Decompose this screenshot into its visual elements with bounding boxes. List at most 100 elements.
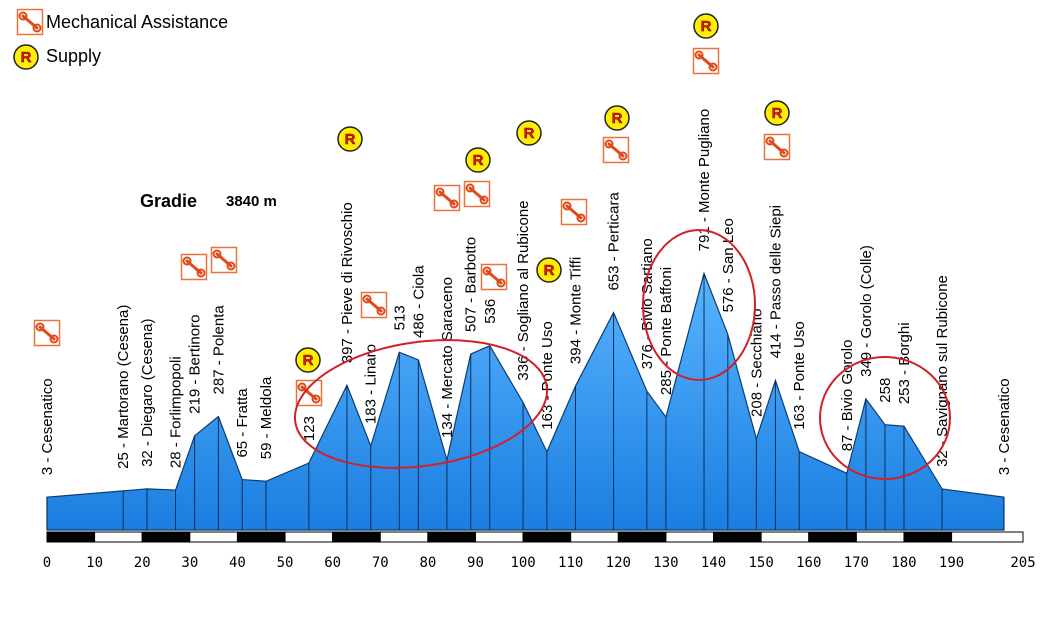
waypoint-label: 486 - Ciola	[410, 265, 427, 338]
highlight-circle	[293, 339, 549, 469]
icon-wrench	[618, 151, 628, 161]
icon-wrench	[376, 306, 386, 316]
waypoint-label: 414 - Passo delle Siepi	[767, 205, 784, 358]
waypoint-label: 163 - Ponte Uso	[539, 321, 556, 429]
waypoint-label: 394 - Monte Tiffi	[567, 257, 584, 364]
axis-segment	[94, 531, 143, 543]
icon-wrench	[765, 136, 775, 146]
waypoint-label: 397 - Pieve di Rivoschio	[339, 202, 356, 363]
icon-wrench	[182, 256, 192, 266]
mechanical-icon	[480, 263, 508, 291]
axis-segment	[760, 531, 810, 543]
supply-icon	[604, 105, 630, 131]
waypoint-label: 3 - Cesenatico	[996, 378, 1013, 475]
icon-wrench	[311, 394, 321, 404]
waypoint-label: 336 - Sogliano al Rubicone	[515, 200, 532, 380]
waypoint-label: 32 - Diegaro (Cesena)	[139, 319, 156, 467]
supply-icon-text: R	[345, 131, 356, 148]
supply-icon-text: R	[524, 125, 535, 142]
icon-wrench	[479, 195, 489, 205]
icon-wrench	[18, 11, 28, 21]
x-tick-label: 110	[558, 555, 583, 571]
axis-segment	[808, 531, 857, 543]
supply-icon	[764, 100, 790, 126]
axis-segment	[236, 531, 286, 543]
supply-icon-text: R	[701, 18, 712, 35]
axis-segment	[903, 531, 953, 543]
icon-wrench	[576, 213, 586, 223]
icon-wrench	[362, 294, 372, 304]
mechanical-icon	[560, 198, 588, 226]
icon-wrench	[496, 278, 506, 288]
supply-icon	[295, 347, 321, 373]
supply-icon	[693, 13, 719, 39]
annotations	[293, 229, 951, 480]
icons: R R R R R R R R R	[13, 8, 791, 407]
axis-segment	[855, 531, 905, 543]
x-tick-label: 80	[419, 555, 436, 571]
waypoint-label: 791 - Monte Pugliano	[696, 109, 713, 252]
waypoint-label: 536	[482, 299, 499, 324]
x-tick-label: 190	[939, 555, 964, 571]
x-tick-label: 150	[748, 555, 773, 571]
supply-icon-text: R	[303, 352, 314, 369]
mechanical-icon	[692, 47, 720, 75]
waypoint-label: 258	[877, 378, 894, 403]
supply-icon	[13, 44, 39, 70]
x-tick-label: 50	[277, 555, 294, 571]
x-tick-label: 30	[181, 555, 198, 571]
icon-wrench	[708, 62, 718, 72]
waypoint-label: 163 - Ponte Uso	[791, 321, 808, 429]
waypoint-label: 59 - Meldola	[258, 376, 275, 459]
axis-segment	[141, 531, 191, 543]
waypoint-label: 349 - Gorolo (Colle)	[858, 245, 875, 377]
x-tick-label: 20	[134, 555, 151, 571]
axis-segment	[332, 531, 381, 543]
profile: 3 - Cesenatico 25 - Martorano (Cesena) 32 …	[39, 109, 1013, 531]
x-tick-label: 130	[653, 555, 678, 571]
x-tick-label: 40	[229, 555, 246, 571]
axis-segment	[379, 531, 429, 543]
icon-wrench	[49, 334, 59, 344]
x-tick-label: 70	[372, 555, 389, 571]
waypoint-label: 219 - Bertinoro	[187, 315, 204, 414]
icon-wrench	[694, 50, 704, 60]
x-tick-label: 60	[324, 555, 341, 571]
x-tick-label: 100	[510, 555, 535, 571]
supply-icon-text: R	[544, 262, 555, 279]
mechanical-icon	[433, 184, 461, 212]
x-tick-label: 90	[467, 555, 484, 571]
icon-wrench	[196, 268, 206, 278]
mechanical-icon	[360, 291, 388, 319]
icon-wrench	[435, 187, 445, 197]
supply-icon-text: R	[612, 110, 623, 127]
mechanical-icon	[33, 319, 61, 347]
x-tick-label: 170	[844, 555, 869, 571]
icon-wrench	[35, 322, 45, 332]
elevation-area	[46, 271, 1005, 531]
axis-segment	[951, 531, 1024, 543]
axis-segment	[522, 531, 572, 543]
icon-wrench	[465, 183, 475, 193]
waypoint-label: 253 - Borghi	[896, 322, 913, 404]
waypoint-label: 507 - Barbotto	[463, 237, 480, 332]
axis-segment	[617, 531, 667, 543]
waypoint-label: 513	[391, 305, 408, 330]
waypoint-label: 576 - San Leo	[720, 218, 737, 312]
icon-wrench	[226, 261, 236, 271]
waypoint-label: 134 - Mercato Saraceno	[439, 277, 456, 438]
supply-icon	[536, 257, 562, 283]
axis-segment	[474, 531, 524, 543]
supply-icon-text: R	[772, 105, 783, 122]
icon-wrench	[212, 249, 222, 259]
x-tick-label: 160	[796, 555, 821, 571]
mechanical-icon	[295, 379, 323, 407]
waypoint-label: 28 - Forlimpopoli	[168, 356, 185, 468]
waypoint-label: 653 - Perticara	[606, 192, 623, 291]
axis-segment	[713, 531, 762, 543]
x-tick-label: 180	[891, 555, 916, 571]
waypoint-label: 65 - Fratta	[234, 388, 251, 458]
x-tick-label: 0	[43, 555, 51, 571]
waypoint-label: 87 - Bivio Gorolo	[839, 340, 856, 452]
